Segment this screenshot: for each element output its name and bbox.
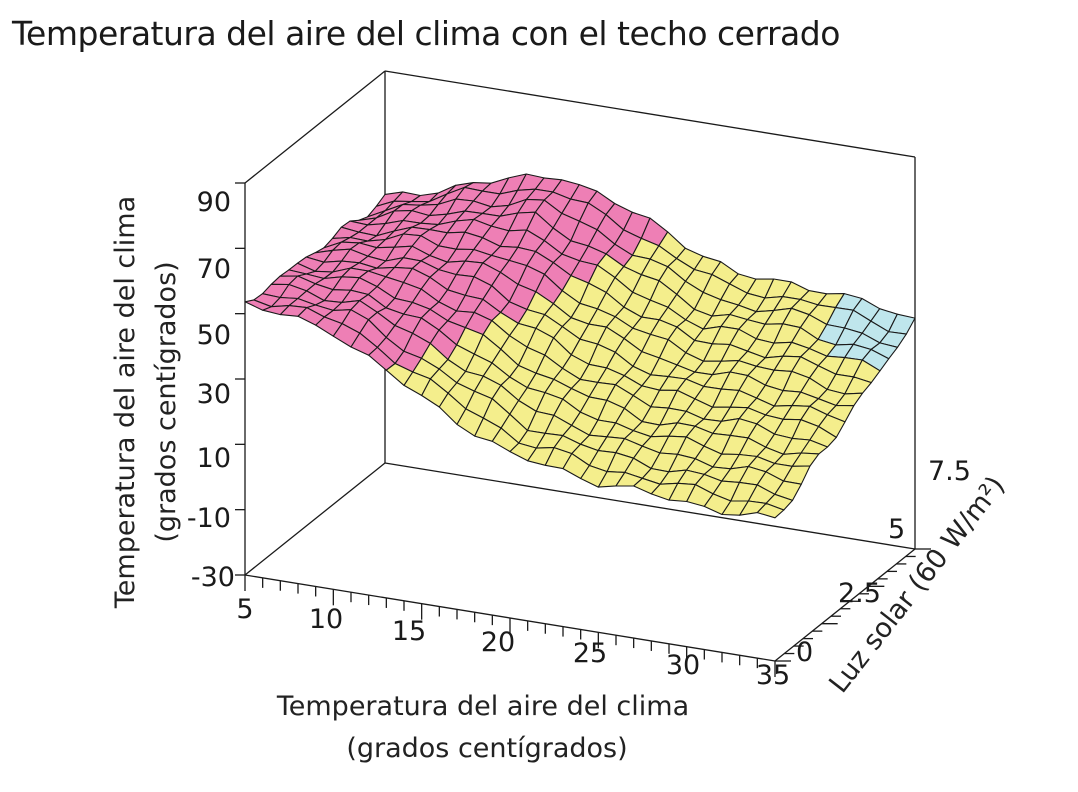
- z-tick-label: 70: [197, 254, 231, 285]
- x-axis-title-line2: (grados centígrados): [346, 733, 627, 764]
- box-edge: [244, 70, 386, 184]
- y-axis-line: [774, 548, 916, 662]
- z-axis-title-line1: Temperatura del aire del clima: [110, 196, 141, 609]
- x-axis-title-line1: Temperatura del aire del clima: [276, 691, 689, 722]
- x-tick-label: 30: [666, 650, 700, 681]
- box-edge: [244, 462, 386, 576]
- y-tick-label: 7.5: [928, 456, 971, 487]
- z-tick-label: -30: [191, 562, 235, 593]
- z-tick-label: -10: [187, 503, 231, 534]
- box-edge: [384, 462, 916, 550]
- z-axis-title-line2: (grados centígrados): [151, 261, 182, 542]
- z-tick-label: 30: [197, 379, 231, 410]
- x-axis: 5 10 15 20 25 30 35: [236, 594, 790, 691]
- x-tick-label: 20: [481, 627, 515, 658]
- z-axis: -30 -10 10 30 50 70 90: [187, 187, 235, 593]
- surface-cell: [756, 502, 785, 519]
- x-tick-label: 5: [236, 594, 253, 625]
- y-axis: 0 2.5 5 7.5: [796, 456, 971, 668]
- x-tick-label: 15: [392, 616, 426, 647]
- y-tick-label: 0: [796, 637, 813, 668]
- x-tick-label: 35: [756, 660, 790, 691]
- box-edge: [384, 70, 916, 158]
- surface-mesh: [244, 173, 916, 519]
- x-tick-label: 25: [573, 638, 607, 669]
- chart-title: Temperatura del aire del clima con el te…: [12, 14, 840, 53]
- z-tick-label: 90: [197, 187, 231, 218]
- z-tick-label: 50: [197, 320, 231, 351]
- x-tick-label: 10: [309, 604, 343, 635]
- x-axis-title: Temperatura del aire del clima (grados c…: [276, 691, 689, 764]
- z-axis-title: Temperatura del aire del clima (grados c…: [110, 196, 182, 609]
- z-tick-label: 10: [197, 443, 231, 474]
- y-tick-label: 2.5: [838, 578, 881, 609]
- axes: [235, 182, 931, 677]
- y-tick-label: 5: [888, 514, 905, 545]
